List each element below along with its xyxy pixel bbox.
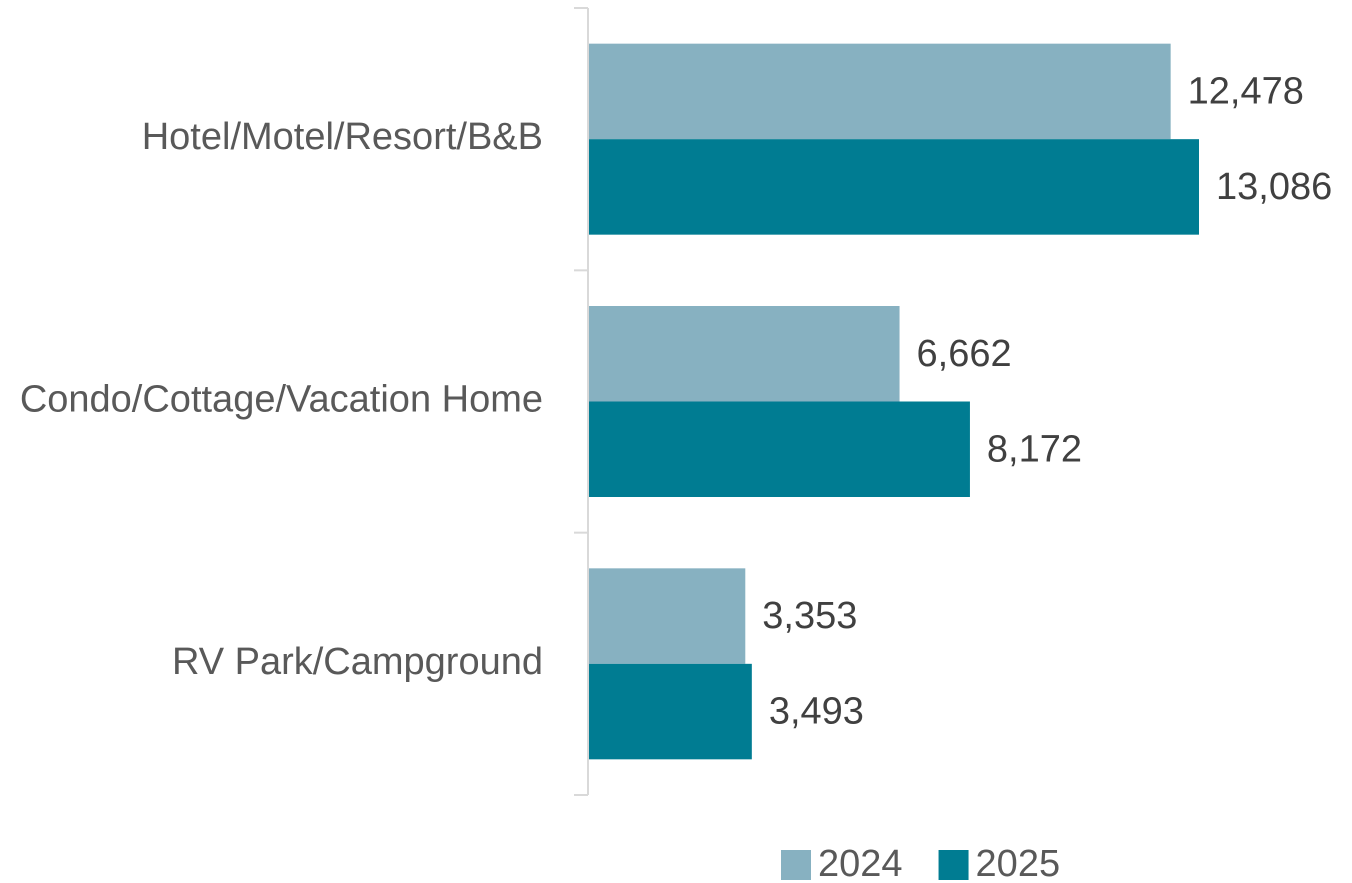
bar	[589, 401, 970, 497]
legend-label: 2025	[976, 843, 1061, 883]
category-label: Condo/Cottage/Vacation Home	[20, 379, 543, 421]
bar	[589, 139, 1199, 235]
value-label: 12,478	[1188, 70, 1304, 112]
category-label: Hotel/Motel/Resort/B&B	[142, 116, 543, 158]
value-label: 8,172	[987, 428, 1082, 470]
bar	[589, 663, 752, 760]
legend-swatch	[938, 850, 969, 880]
value-label: 13,086	[1216, 166, 1332, 208]
bar	[589, 43, 1171, 140]
bar	[589, 306, 900, 402]
bar	[589, 568, 746, 664]
category-label: RV Park/Campground	[172, 641, 543, 683]
value-label: 3,493	[769, 691, 864, 733]
legend-swatch	[781, 850, 811, 880]
value-label: 3,353	[762, 595, 857, 637]
legend-label: 2024	[818, 843, 903, 883]
value-label: 6,662	[917, 333, 1012, 375]
